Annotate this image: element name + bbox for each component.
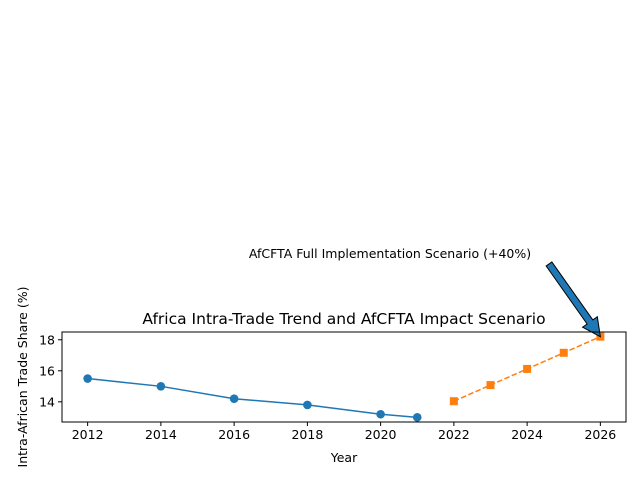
data-point xyxy=(229,394,239,404)
data-point xyxy=(449,397,458,406)
y-tick-label: 16 xyxy=(39,363,55,378)
x-tick-label: 2022 xyxy=(438,427,470,442)
x-axis-label: Year xyxy=(330,450,358,465)
data-point xyxy=(523,364,532,373)
data-point xyxy=(303,400,312,410)
data-point xyxy=(559,348,568,357)
y-axis-label: Intra-African Trade Share (%) xyxy=(15,287,30,468)
y-tick-label: 14 xyxy=(39,394,55,409)
data-point xyxy=(376,409,385,419)
x-tick-label: 2012 xyxy=(72,427,104,442)
data-point xyxy=(486,381,495,390)
y-tick-label: 18 xyxy=(39,332,55,347)
x-tick-label: 2020 xyxy=(365,427,397,442)
annotation-text: AfCFTA Full Implementation Scenario (+40… xyxy=(249,246,531,261)
data-point xyxy=(83,374,92,383)
x-tick-label: 2014 xyxy=(145,427,177,442)
x-tick-label: 2016 xyxy=(218,427,250,442)
annotation-arrow xyxy=(545,261,602,338)
series-line xyxy=(87,377,418,419)
data-point xyxy=(156,382,166,391)
data-point xyxy=(412,413,422,422)
x-tick-label: 2026 xyxy=(584,427,616,442)
plot-area xyxy=(61,331,627,423)
x-tick-label: 2018 xyxy=(291,427,323,442)
x-tick-label: 2024 xyxy=(511,427,543,442)
chart-title: Africa Intra-Trade Trend and AfCFTA Impa… xyxy=(142,310,545,328)
